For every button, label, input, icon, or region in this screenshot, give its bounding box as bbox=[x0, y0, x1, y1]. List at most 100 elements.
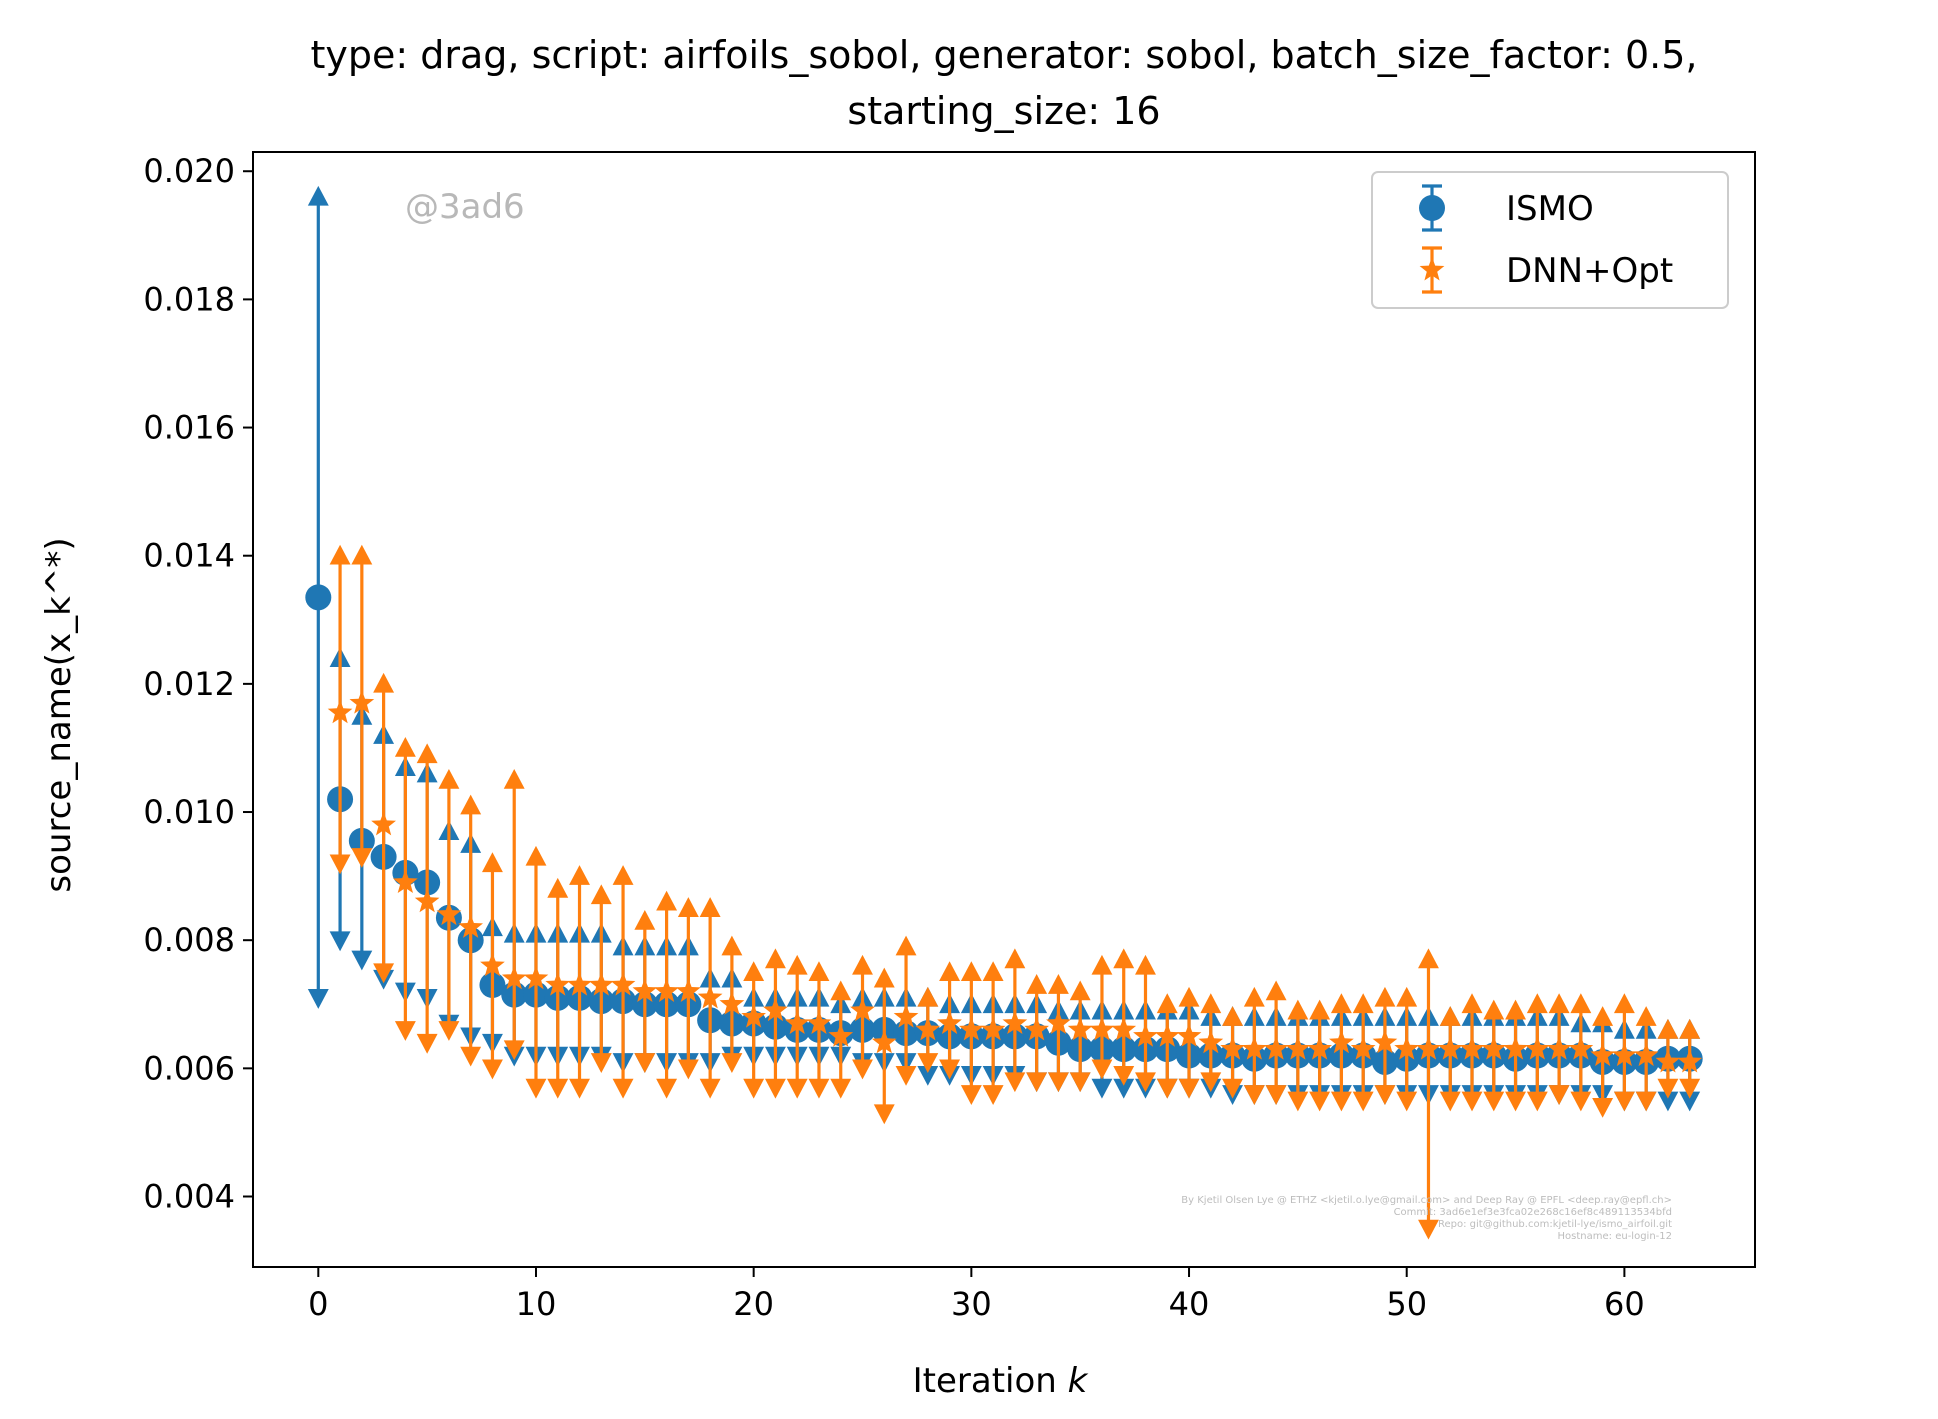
error-cap-upper bbox=[808, 961, 830, 982]
error-cap-upper bbox=[634, 909, 656, 930]
data-point bbox=[588, 972, 614, 996]
error-cap-lower bbox=[394, 1021, 416, 1041]
legend-label: ISMO bbox=[1506, 189, 1594, 229]
y-tick-label: 0.018 bbox=[143, 280, 235, 318]
error-cap-lower bbox=[699, 1078, 721, 1099]
footer-credits: By Kjetil Olsen Lye @ ETHZ <kjetil.o.lye… bbox=[1181, 1195, 1672, 1242]
error-cap-lower bbox=[481, 1059, 503, 1080]
error-cap-upper bbox=[1657, 1018, 1679, 1039]
error-cap-upper bbox=[1439, 1006, 1461, 1026]
error-cap-lower bbox=[307, 989, 329, 1009]
error-cap-upper bbox=[1091, 954, 1113, 975]
data-point bbox=[393, 869, 418, 893]
legend-marker bbox=[1419, 195, 1445, 221]
error-cap-lower bbox=[1156, 1078, 1178, 1099]
error-cap-upper bbox=[1635, 1006, 1657, 1026]
error-cap-upper bbox=[1265, 980, 1287, 1001]
error-cap-upper bbox=[1069, 980, 1091, 1001]
error-cap-lower bbox=[1113, 1078, 1135, 1099]
error-cap-lower bbox=[1004, 1072, 1026, 1093]
error-cap-lower bbox=[351, 950, 373, 971]
error-cap-lower bbox=[917, 1065, 939, 1086]
data-point bbox=[1350, 1036, 1376, 1060]
x-tick-label: 30 bbox=[951, 1285, 992, 1323]
error-cap-lower bbox=[960, 1085, 982, 1105]
error-cap-lower bbox=[1352, 1091, 1374, 1112]
y-tick-label: 0.012 bbox=[143, 665, 235, 703]
data-point bbox=[458, 914, 483, 938]
error-cap-lower bbox=[351, 848, 373, 868]
error-cap-upper bbox=[1374, 986, 1396, 1007]
data-point bbox=[1002, 1010, 1028, 1034]
data-point bbox=[567, 972, 592, 996]
error-cap-upper bbox=[394, 736, 416, 757]
error-cap-upper bbox=[917, 986, 939, 1007]
error-cap-upper bbox=[743, 961, 765, 982]
error-cap-upper bbox=[764, 948, 786, 969]
data-point bbox=[349, 690, 375, 714]
error-cap-upper bbox=[1613, 993, 1635, 1014]
data-point bbox=[1285, 1036, 1311, 1060]
data-point bbox=[1067, 1016, 1093, 1041]
legend-item: ISMO bbox=[1419, 184, 1594, 232]
data-point bbox=[1416, 1036, 1441, 1060]
data-point bbox=[937, 1010, 962, 1034]
error-cap-lower bbox=[1091, 1078, 1113, 1099]
x-tick-label: 0 bbox=[308, 1285, 328, 1323]
error-cap-lower bbox=[1613, 1091, 1635, 1112]
data-point bbox=[915, 1016, 941, 1041]
error-cap-upper bbox=[1026, 974, 1048, 994]
data-point bbox=[1633, 1042, 1659, 1067]
error-cap-lower bbox=[438, 1021, 460, 1041]
data-point bbox=[371, 811, 396, 836]
plot-area bbox=[305, 185, 1703, 1240]
data-point bbox=[1503, 1036, 1528, 1060]
error-cap-upper bbox=[1570, 993, 1592, 1014]
legend-item: DNN+Opt bbox=[1419, 246, 1673, 294]
error-cap-upper bbox=[699, 897, 721, 917]
x-tick-label: 60 bbox=[1604, 1285, 1645, 1323]
error-cap-upper bbox=[1679, 1018, 1701, 1039]
error-cap-upper bbox=[1483, 999, 1505, 1020]
data-point bbox=[1154, 1023, 1180, 1047]
data-point bbox=[1176, 1023, 1202, 1047]
data-point bbox=[545, 972, 571, 996]
error-cap-upper bbox=[1461, 993, 1483, 1014]
footer-credit-line: Repo: git@github.com:kjetil-lye/ismo_air… bbox=[1438, 1219, 1672, 1230]
error-cap-lower bbox=[808, 1078, 830, 1099]
error-cap-upper bbox=[481, 852, 503, 873]
data-point bbox=[1655, 1048, 1681, 1073]
error-cap-lower bbox=[852, 1059, 873, 1080]
data-point bbox=[305, 584, 332, 611]
error-cap-lower bbox=[1657, 1091, 1679, 1112]
error-cap-upper bbox=[329, 544, 351, 565]
y-tick-label: 0.004 bbox=[143, 1178, 235, 1216]
error-cap-upper bbox=[721, 935, 743, 956]
error-cap-upper bbox=[547, 877, 569, 898]
data-point bbox=[523, 965, 549, 990]
legend: ISMO DNN+Opt bbox=[1371, 171, 1729, 309]
x-axis-label-text: Iteration bbox=[913, 1361, 1068, 1401]
error-cap-upper bbox=[852, 954, 873, 975]
error-cap-lower bbox=[873, 1104, 895, 1125]
error-cap-lower bbox=[1548, 1085, 1570, 1105]
error-cap-lower bbox=[1439, 1091, 1461, 1112]
data-point bbox=[1481, 1036, 1507, 1060]
data-point bbox=[1220, 1036, 1245, 1060]
error-cap-lower bbox=[1330, 1091, 1352, 1112]
data-point bbox=[959, 1016, 984, 1041]
x-tick-label: 40 bbox=[1169, 1285, 1210, 1323]
error-cap-upper bbox=[1178, 986, 1200, 1007]
data-point bbox=[806, 1010, 832, 1034]
error-cap-lower bbox=[939, 1059, 961, 1080]
footer-credit-line: By Kjetil Olsen Lye @ ETHZ <kjetil.o.lye… bbox=[1181, 1195, 1672, 1206]
legend-box bbox=[1371, 171, 1729, 309]
error-cap-lower bbox=[1635, 1091, 1657, 1112]
legend-marker bbox=[1419, 257, 1445, 281]
error-cap-upper bbox=[1526, 993, 1548, 1014]
data-point bbox=[414, 888, 440, 913]
error-cap-lower bbox=[1679, 1078, 1701, 1099]
error-cap-lower bbox=[1374, 1085, 1396, 1105]
y-tick-label: 0.016 bbox=[143, 409, 235, 447]
data-point bbox=[1394, 1036, 1420, 1060]
